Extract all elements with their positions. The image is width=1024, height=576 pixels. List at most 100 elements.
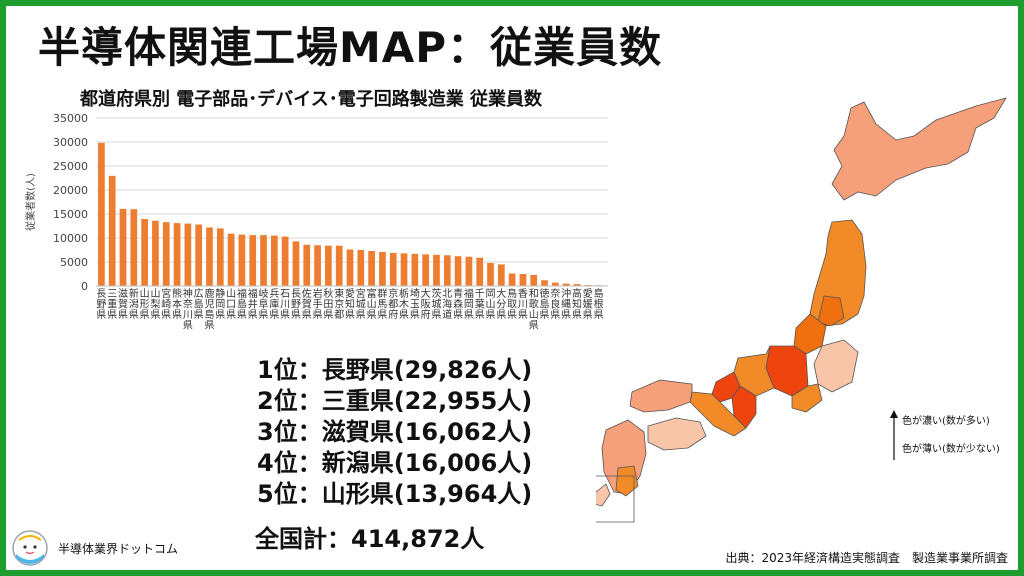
x-tick-label: 秋田県	[323, 287, 333, 321]
shizuoka-prefecture	[791, 383, 823, 413]
hokkaido-region	[831, 97, 1007, 201]
legend-low-label: 色が薄い(数が少ない)	[902, 444, 1000, 455]
ranking-item-5: 5位：山形県(13,964人)	[257, 480, 533, 508]
x-tick-label: 香川県	[518, 288, 528, 321]
bar	[573, 284, 581, 286]
bar	[346, 249, 354, 286]
y-tick-label: 25000	[53, 160, 88, 173]
bar	[541, 280, 548, 286]
ranking-item-3: 3位：滋賀県(16,062人)	[257, 418, 533, 446]
x-tick-label: 岩手県	[313, 287, 323, 321]
x-tick-label: 佐賀県	[302, 288, 312, 321]
bar	[433, 254, 440, 286]
y-tick-label: 0	[81, 280, 88, 293]
x-tick-label: 新潟県	[129, 287, 139, 321]
x-tick-label: 山口県	[226, 288, 236, 321]
semiconductor-mascot-icon	[12, 530, 48, 566]
x-tick-label: 茨城県	[431, 287, 441, 321]
bar	[249, 235, 257, 286]
bar	[98, 142, 105, 286]
x-tick-label: 埼玉県	[410, 287, 420, 321]
ranking-item-4: 4位：新潟県(16,006人)	[257, 449, 533, 477]
y-tick-label: 15000	[53, 208, 88, 221]
shikoku-region	[647, 417, 707, 451]
bar	[173, 223, 181, 286]
bar	[454, 256, 462, 286]
bar	[216, 228, 224, 286]
x-tick-label: 愛知県	[345, 287, 355, 321]
brand-logo[interactable]: 半導体業界ドットコム	[10, 528, 178, 568]
x-tick-label: 静岡県	[215, 287, 225, 321]
bar	[141, 218, 148, 286]
y-axis-label: 従業者数(人)	[24, 173, 37, 231]
bar	[314, 245, 321, 286]
bar	[206, 227, 213, 286]
kanto-region	[813, 339, 859, 393]
ranking-list: 1位：長野県(29,826人) 2位：三重県(22,955人) 3位：滋賀県(1…	[257, 355, 532, 510]
page-title: 半導体関連工場MAP：従業員数	[38, 23, 663, 72]
bar	[530, 274, 538, 286]
bar	[238, 234, 246, 286]
bar	[465, 256, 473, 286]
x-tick-label: 神奈川県	[183, 287, 193, 332]
x-tick-label: 群馬県	[377, 287, 387, 321]
x-tick-label: 三重県	[107, 289, 117, 321]
x-tick-label: 鹿児島県	[204, 287, 214, 332]
x-tick-label: 長野県	[96, 288, 106, 321]
bar	[119, 208, 127, 286]
x-tick-label: 愛媛県	[583, 287, 593, 321]
x-tick-label: 大分県	[496, 287, 506, 321]
x-tick-label: 熊本県	[172, 287, 182, 321]
bar	[508, 273, 516, 286]
bar	[195, 224, 203, 286]
x-tick-label: 山梨県	[150, 288, 160, 321]
legend-high-label: 色が濃い(数が多い)	[902, 416, 990, 427]
kagoshima-prefecture	[615, 465, 639, 497]
kinki-region	[689, 391, 747, 437]
national-total: 全国計：414,872人	[255, 525, 485, 553]
okinawa-inset-box	[596, 475, 635, 523]
okinawa-prefecture	[596, 483, 611, 507]
y-tick-label: 5000	[60, 256, 88, 269]
bar	[411, 253, 419, 286]
x-tick-label: 奈良県	[550, 287, 560, 321]
bar	[443, 255, 451, 286]
bar	[400, 253, 408, 286]
bar	[303, 244, 311, 286]
arrow-up-icon	[890, 410, 898, 460]
x-tick-label: 北海道	[442, 288, 452, 321]
x-tick-label: 青森県	[453, 287, 463, 321]
bar	[292, 241, 300, 286]
x-tick-label: 鳥取県	[507, 287, 517, 321]
bar	[422, 254, 430, 286]
bar	[108, 175, 116, 286]
x-tick-label: 東京都	[334, 287, 344, 321]
brand-name: 半導体業界ドットコム	[58, 541, 179, 556]
bar	[130, 209, 138, 286]
bar-chart: 0 5000 10000 15000 20000 25000 30000 35000 従業者数(…	[24, 112, 608, 332]
x-tick-label: 大阪府	[421, 287, 431, 321]
x-tick-label: 福岡県	[464, 287, 474, 321]
y-tick-label: 30000	[53, 136, 88, 149]
x-tick-label: 宮城県	[356, 287, 366, 321]
x-tick-label: 富山県	[367, 287, 377, 321]
x-tick-label: 高知県	[572, 287, 582, 321]
bar	[379, 251, 386, 286]
bar	[519, 274, 527, 286]
y-tick-label: 20000	[53, 184, 88, 197]
bar	[227, 233, 235, 286]
x-tick-label: 福島県	[237, 287, 247, 321]
x-tick-label: 島根県	[594, 287, 604, 321]
x-tick-label: 栃木県	[399, 287, 409, 321]
x-tick-label: 宮崎県	[161, 287, 171, 321]
y-tick-label: 35000	[53, 112, 88, 125]
yamagata-prefecture	[817, 295, 845, 327]
bar	[476, 257, 484, 286]
x-tick-label: 滋賀県	[118, 287, 128, 321]
bar	[368, 250, 375, 286]
x-tick-label: 京都府	[388, 287, 398, 321]
bar	[487, 262, 494, 286]
x-tick-label: 徳島県	[540, 287, 550, 321]
chart-title: 都道府県別 電子部品･デバイス･電子回路製造業 従業員数	[80, 89, 542, 110]
x-tick-label: 岡山県	[486, 288, 496, 321]
